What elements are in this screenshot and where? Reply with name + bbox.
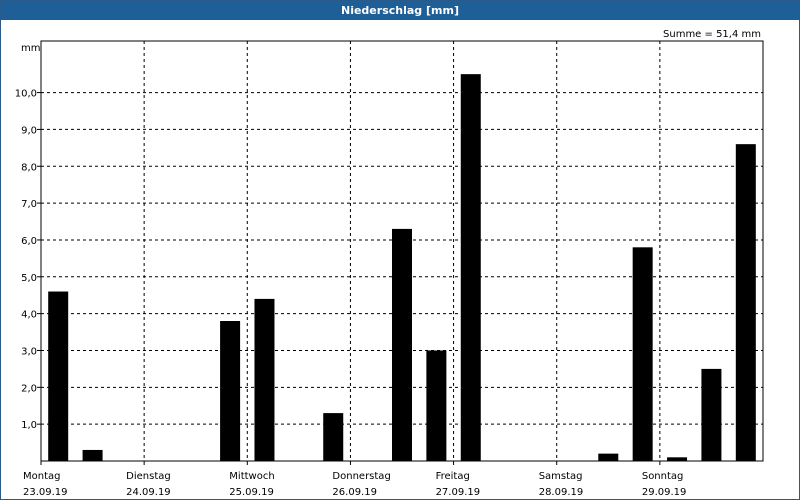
- precip-bar: [220, 321, 241, 461]
- x-labels: Montag 23.09.19 Dienstag 24.09.19 Mittwoch 25…: [23, 461, 686, 498]
- y-tick-label: 2,0: [21, 383, 37, 394]
- y-axis-label: mm: [21, 43, 40, 54]
- y-tick-label: 7,0: [21, 199, 37, 210]
- y-ticks: 1,0 2,0 3,0 4,0 5,0 6,0 7,0 8,0 9,0 10,0: [15, 89, 41, 431]
- x-date-label: 28.09.19: [539, 487, 584, 498]
- plot-frame: [40, 40, 764, 462]
- x-day-label: Donnerstag: [332, 471, 390, 482]
- precipitation-chart: mm Summe = 51,4 mm 1,0 2,0 3,0 4,0 5,0 6,0 7,0…: [15, 29, 764, 498]
- x-date-label: 23.09.19: [23, 487, 68, 498]
- precip-bar: [632, 247, 653, 461]
- precip-bar: [82, 449, 103, 461]
- precip-bar: [48, 291, 69, 461]
- precip-bar: [392, 228, 412, 461]
- precip-bar: [426, 350, 447, 461]
- precip-bar: [667, 457, 688, 461]
- window-title: Niederschlag [mm]: [1, 1, 799, 20]
- precip-bar: [323, 413, 344, 461]
- y-tick-label: 5,0: [21, 273, 37, 284]
- y-tick-label: 10,0: [15, 89, 37, 100]
- bars: [48, 74, 756, 461]
- x-date-label: 25.09.19: [229, 487, 274, 498]
- x-day-label: Dienstag: [126, 471, 171, 482]
- precip-bar: [598, 453, 619, 461]
- x-date-label: 24.09.19: [126, 487, 171, 498]
- y-tick-label: 9,0: [21, 125, 37, 136]
- x-day-label: Montag: [23, 471, 60, 482]
- x-day-label: Samstag: [539, 471, 583, 482]
- y-tick-label: 3,0: [21, 346, 37, 357]
- y-tick-label: 4,0: [21, 310, 37, 321]
- sum-label: Summe = 51,4 mm: [663, 29, 761, 40]
- x-date-label: 26.09.19: [332, 487, 377, 498]
- x-day-label: Sonntag: [642, 471, 684, 482]
- x-date-label: 29.09.19: [642, 487, 687, 498]
- precip-bar: [254, 298, 275, 461]
- precip-bar: [701, 368, 722, 461]
- y-tick-label: 6,0: [21, 236, 37, 247]
- x-day-label: Freitag: [436, 471, 470, 482]
- x-day-label: Mittwoch: [229, 471, 274, 482]
- y-tick-label: 1,0: [21, 420, 37, 431]
- precip-bar: [460, 74, 481, 461]
- x-date-label: 27.09.19: [436, 487, 481, 498]
- precip-bar: [735, 144, 756, 461]
- y-tick-label: 8,0: [21, 162, 37, 173]
